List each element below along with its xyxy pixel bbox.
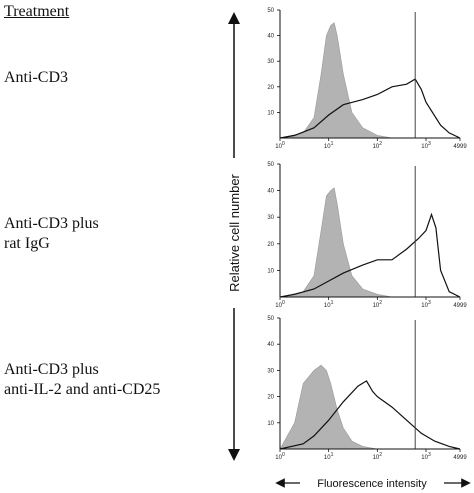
y-tick-label-3-30: 30 [267,368,274,374]
treatment-label-2: Anti-CD3 plus rat IgG [4,214,99,254]
x-tick-label-1-3: 102 [373,141,383,150]
treatment-3-line1: Anti-CD3 plus [4,361,99,378]
x-tick-label-2-2: 101 [324,300,334,309]
y-label-bg [224,158,244,308]
histogram-panel-1: 10 20 30 40 50 100 101 102 103 4999 [267,8,467,150]
y-tick-label-3-10: 10 [267,421,274,427]
treatment-header: Treatment [4,3,70,20]
x-label-bg [300,475,444,491]
y-axis-label: Relative cell number [227,173,242,291]
treatment-histogram-2 [279,212,461,298]
y-tick-label-2-10: 10 [267,268,274,274]
y-tick-label-2-50: 50 [267,162,274,168]
x-tick-label-2-5: 4999 [453,303,467,309]
y-tick-label-2-30: 30 [267,215,274,221]
x-tick-label-3-3: 102 [373,452,383,461]
x-tick-label-3-4: 103 [421,452,431,461]
y-tick-label-1-50: 50 [267,8,274,14]
histogram-panel-2: 10 20 30 40 50 100 101 102 103 4999 [267,162,467,309]
treatment-histogram-1 [279,78,461,139]
y-tick-label-2-20: 20 [267,242,274,248]
y-tick-label-1-20: 20 [267,85,274,91]
x-tick-label-1-5: 4999 [453,144,467,150]
x-tick-label-1-4: 103 [421,141,431,150]
treatment-2-line2: rat IgG [4,235,50,252]
treatment-label-1: Anti-CD3 [4,68,68,88]
treatment-2-line1: Anti-CD3 plus [4,215,99,232]
control-histogram-2 [279,187,393,298]
control-histogram-3 [279,364,378,450]
y-tick-label-3-40: 40 [267,342,274,348]
treatment-label-3: Anti-CD3 plus anti-IL-2 and anti-CD25 [4,360,160,400]
x-tick-label-2-1: 100 [275,300,285,309]
treatment-3-line2: anti-IL-2 and anti-CD25 [4,381,161,398]
histogram-panel-3: 10 20 30 40 50 100 101 102 103 4999 [267,316,467,461]
x-tick-label-3-2: 101 [324,452,334,461]
y-tick-label-1-10: 10 [267,110,274,116]
treatment-histogram-3 [279,380,461,450]
y-tick-label-3-50: 50 [267,316,274,322]
x-tick-label-1-1: 100 [275,141,285,150]
x-tick-label-3-1: 100 [275,452,285,461]
x-tick-label-3-5: 4999 [453,455,467,461]
y-tick-label-3-20: 20 [267,395,274,401]
y-tick-label-2-40: 40 [267,189,274,195]
x-tick-label-2-3: 102 [373,300,383,309]
treatment-1-line1: Anti-CD3 [4,69,68,86]
y-tick-label-1-40: 40 [267,34,274,40]
control-histogram-1 [279,22,393,139]
x-axis-label: Fluorescence intensity [317,478,427,490]
x-tick-label-2-4: 103 [421,300,431,309]
x-tick-label-1-2: 101 [324,141,334,150]
y-tick-label-1-30: 30 [267,59,274,65]
